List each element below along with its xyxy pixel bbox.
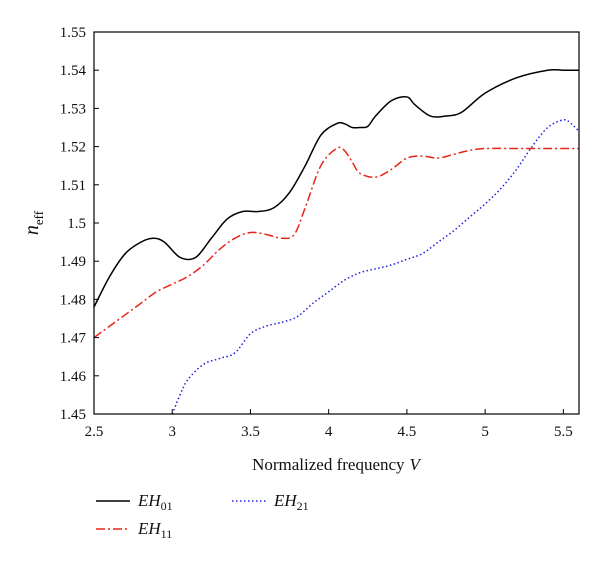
y-axis-label: neff bbox=[21, 210, 46, 235]
x-tick-label: 5.5 bbox=[554, 424, 573, 440]
legend: EH01 EH11 EH21 bbox=[96, 491, 309, 541]
y-axis: 1.45 1.46 1.47 1.48 1.49 1.5 1.51 1.52 1.53 1.54 1… bbox=[60, 25, 99, 423]
y-tick-label: 1.45 bbox=[60, 407, 86, 423]
series-line-eh21 bbox=[171, 119, 580, 415]
x-tick-label: 4 bbox=[325, 424, 333, 440]
x-tick-label: 3.5 bbox=[241, 424, 260, 440]
y-tick-label: 1.5 bbox=[67, 216, 86, 232]
x-axis-label-main: Normalized frequency bbox=[252, 455, 405, 474]
y-tick-label: 1.46 bbox=[60, 369, 87, 385]
x-tick-label: 4.5 bbox=[398, 424, 417, 440]
series-line-eh01 bbox=[93, 68, 579, 308]
y-tick-label: 1.47 bbox=[60, 331, 87, 347]
x-axis-label-var: V bbox=[410, 455, 423, 474]
x-axis: 2.5 3 3.5 4 4.5 5 5.5 bbox=[85, 409, 573, 440]
y-tick-label: 1.49 bbox=[60, 254, 86, 270]
x-tick-label: 2.5 bbox=[85, 424, 104, 440]
y-tick-label: 1.55 bbox=[60, 25, 86, 41]
y-axis-label-main: n bbox=[21, 225, 43, 235]
series-line-eh11 bbox=[93, 146, 579, 339]
y-tick-label: 1.48 bbox=[60, 292, 86, 308]
legend-label: EH11 bbox=[137, 519, 172, 541]
y-tick-label: 1.53 bbox=[60, 101, 86, 117]
y-tick-label: 1.54 bbox=[60, 63, 87, 79]
plot-frame bbox=[93, 31, 580, 415]
y-tick-label: 1.52 bbox=[60, 140, 86, 156]
x-tick-label: 3 bbox=[168, 424, 176, 440]
legend-label: EH21 bbox=[273, 491, 309, 513]
y-axis-label-sub: eff bbox=[31, 210, 46, 225]
x-tick-label: 5 bbox=[481, 424, 489, 440]
legend-label: EH01 bbox=[137, 491, 173, 513]
series-lines bbox=[93, 68, 580, 415]
x-axis-label: Normalized frequency V bbox=[252, 455, 422, 474]
y-tick-label: 1.51 bbox=[60, 178, 86, 194]
